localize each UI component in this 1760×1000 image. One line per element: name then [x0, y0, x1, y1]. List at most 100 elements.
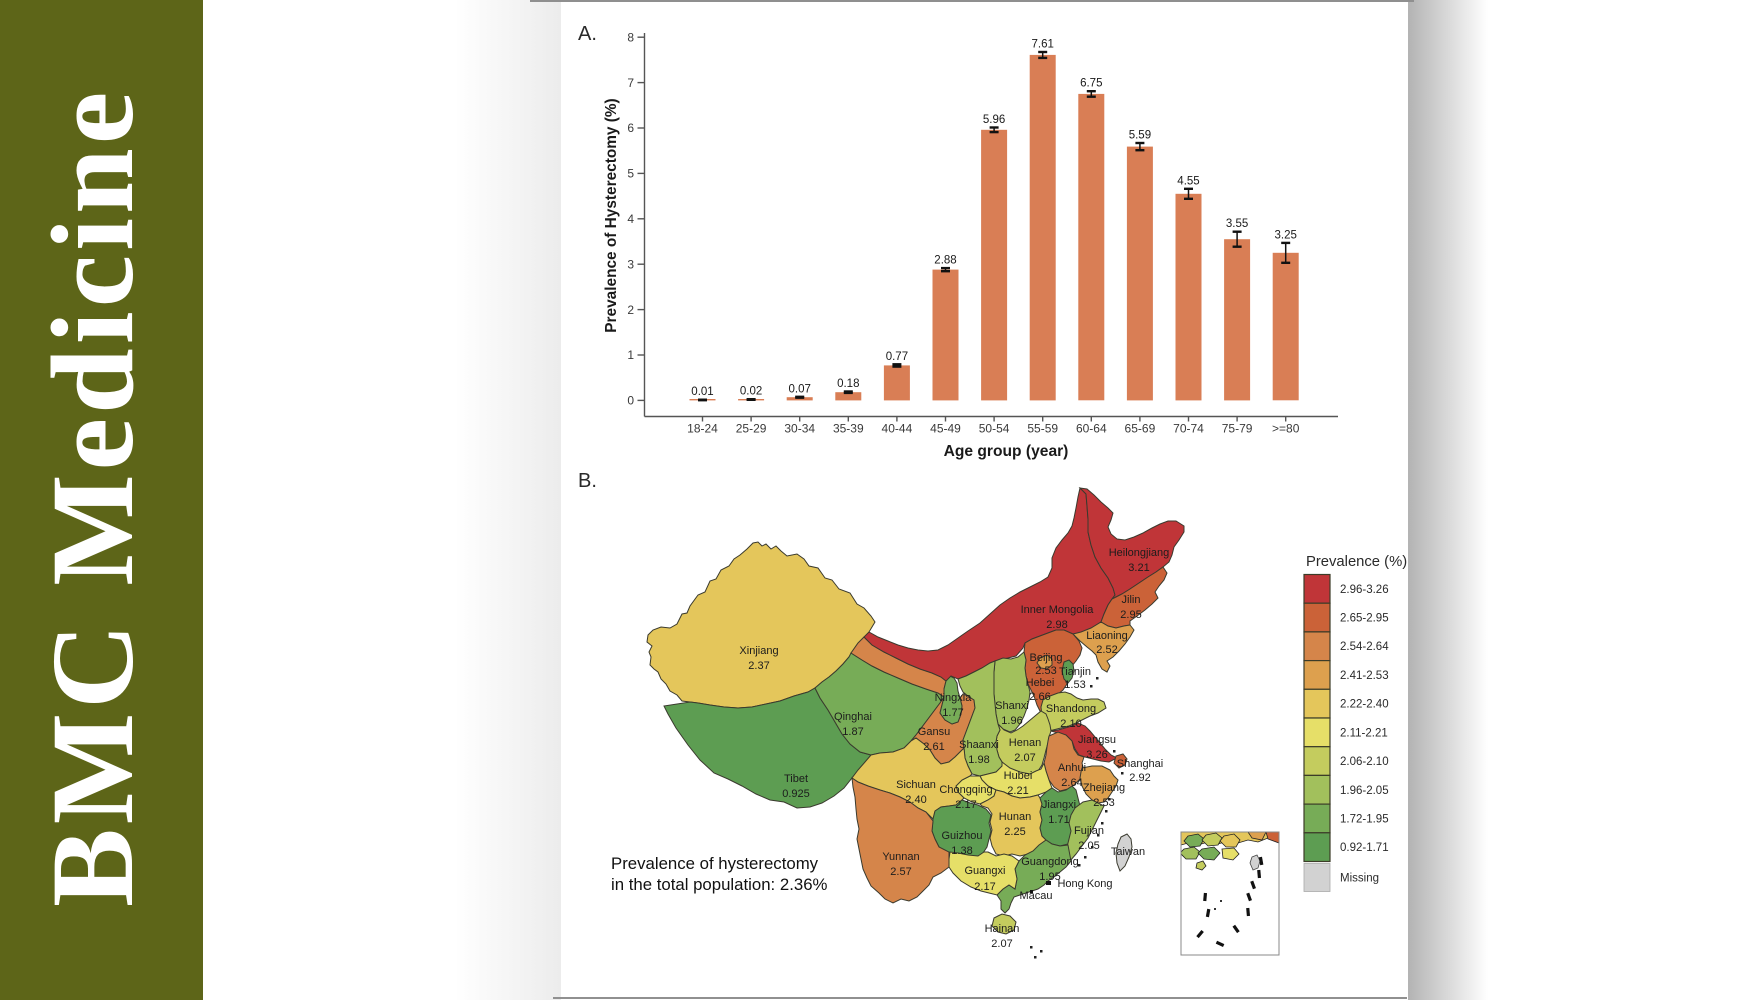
svg-text:5: 5 — [627, 167, 634, 181]
svg-text:55-59: 55-59 — [1027, 422, 1058, 436]
svg-text:3.21: 3.21 — [1128, 562, 1149, 574]
svg-text:Hunan: Hunan — [999, 811, 1031, 823]
svg-text:A.: A. — [578, 23, 597, 45]
svg-text:4.55: 4.55 — [1177, 175, 1199, 187]
svg-text:2.41-2.53: 2.41-2.53 — [1340, 670, 1389, 682]
svg-text:1.96: 1.96 — [1001, 715, 1022, 727]
svg-text:5.59: 5.59 — [1129, 130, 1151, 142]
svg-text:0: 0 — [627, 394, 634, 408]
svg-text:Ningxia: Ningxia — [935, 692, 973, 704]
svg-text:2.06-2.10: 2.06-2.10 — [1340, 756, 1389, 768]
svg-text:5.96: 5.96 — [983, 114, 1005, 126]
svg-text:2.53: 2.53 — [1035, 665, 1056, 677]
svg-text:Jilin: Jilin — [1122, 594, 1141, 606]
svg-text:2.64: 2.64 — [1061, 777, 1082, 789]
svg-text:0.77: 0.77 — [886, 351, 908, 363]
svg-text:Hainan: Hainan — [985, 923, 1020, 935]
svg-text:50-54: 50-54 — [979, 422, 1010, 436]
svg-text:Prevalence of Hysterectomy (%): Prevalence of Hysterectomy (%) — [603, 98, 620, 332]
svg-text:Tibet: Tibet — [784, 773, 808, 785]
svg-text:3.25: 3.25 — [1275, 229, 1297, 241]
svg-text:8: 8 — [627, 30, 634, 44]
svg-text:Shanxi: Shanxi — [995, 700, 1029, 712]
svg-text:Chongqing: Chongqing — [939, 784, 992, 796]
svg-text:2.52: 2.52 — [1096, 644, 1117, 656]
svg-text:Guizhou: Guizhou — [942, 830, 983, 842]
svg-text:2.98: 2.98 — [1046, 619, 1067, 631]
svg-text:3: 3 — [627, 257, 634, 271]
svg-text:2.07: 2.07 — [1014, 752, 1035, 764]
svg-text:Hebei: Hebei — [1026, 677, 1055, 689]
svg-text:7: 7 — [627, 76, 634, 90]
svg-text:Hubei: Hubei — [1004, 770, 1033, 782]
svg-text:Prevalence of hysterectomy: Prevalence of hysterectomy — [611, 854, 819, 873]
svg-text:in the total population: 2.36%: in the total population: 2.36% — [611, 875, 828, 894]
svg-text:7.61: 7.61 — [1032, 39, 1054, 51]
svg-text:2.92: 2.92 — [1129, 772, 1150, 784]
svg-text:2.54-2.64: 2.54-2.64 — [1340, 641, 1389, 653]
svg-text:45-49: 45-49 — [930, 422, 961, 436]
svg-text:2: 2 — [627, 303, 634, 317]
svg-text:Fujian: Fujian — [1074, 825, 1104, 837]
svg-text:1.53: 1.53 — [1064, 679, 1085, 691]
svg-text:Jiangsu: Jiangsu — [1078, 734, 1116, 746]
svg-text:1.71: 1.71 — [1048, 814, 1069, 826]
svg-text:65-69: 65-69 — [1125, 422, 1156, 436]
svg-text:2.37: 2.37 — [748, 660, 769, 672]
svg-text:2.40: 2.40 — [905, 794, 926, 806]
svg-text:60-64: 60-64 — [1076, 422, 1107, 436]
svg-text:1.72-1.95: 1.72-1.95 — [1340, 814, 1389, 826]
svg-text:Tianjin: Tianjin — [1059, 666, 1091, 678]
svg-text:1: 1 — [627, 348, 634, 362]
svg-text:Henan: Henan — [1009, 737, 1041, 749]
svg-text:2.96-3.26: 2.96-3.26 — [1340, 584, 1389, 596]
svg-text:>=80: >=80 — [1272, 422, 1300, 436]
svg-text:Qinghai: Qinghai — [834, 711, 872, 723]
svg-text:Hong Kong: Hong Kong — [1057, 878, 1112, 890]
svg-text:Shandong: Shandong — [1046, 703, 1096, 715]
svg-text:2.66: 2.66 — [1029, 691, 1050, 703]
svg-text:Age group (year): Age group (year) — [944, 443, 1069, 460]
svg-text:Guangxi: Guangxi — [965, 865, 1006, 877]
svg-text:Anhui: Anhui — [1058, 762, 1086, 774]
svg-text:2.95: 2.95 — [1120, 609, 1141, 621]
svg-text:35-39: 35-39 — [833, 422, 864, 436]
svg-text:6: 6 — [627, 121, 634, 135]
svg-text:0.02: 0.02 — [740, 386, 762, 398]
svg-text:Gansu: Gansu — [918, 726, 950, 738]
svg-text:2.07: 2.07 — [991, 938, 1012, 950]
svg-text:2.21: 2.21 — [1007, 785, 1028, 797]
svg-text:2.10: 2.10 — [1060, 718, 1081, 730]
svg-text:Beijing: Beijing — [1029, 652, 1062, 664]
svg-text:3.26: 3.26 — [1086, 749, 1107, 761]
svg-text:0.07: 0.07 — [789, 383, 811, 395]
svg-text:Inner Mongolia: Inner Mongolia — [1021, 604, 1095, 616]
svg-text:Taiwan: Taiwan — [1111, 846, 1145, 858]
svg-text:2.17: 2.17 — [955, 799, 976, 811]
svg-text:2.57: 2.57 — [890, 866, 911, 878]
svg-text:2.61: 2.61 — [923, 741, 944, 753]
svg-text:B.: B. — [578, 470, 597, 492]
svg-text:Shanghai: Shanghai — [1117, 758, 1164, 770]
svg-text:Shaanxi: Shaanxi — [959, 739, 999, 751]
svg-text:2.88: 2.88 — [934, 255, 956, 267]
svg-text:1.98: 1.98 — [968, 754, 989, 766]
svg-text:2.25: 2.25 — [1004, 826, 1025, 838]
svg-text:2.53: 2.53 — [1093, 797, 1114, 809]
svg-text:Heilongjiang: Heilongjiang — [1109, 547, 1170, 559]
svg-text:0.18: 0.18 — [837, 378, 859, 390]
svg-text:Macau: Macau — [1019, 890, 1052, 902]
svg-text:2.22-2.40: 2.22-2.40 — [1340, 699, 1389, 711]
svg-text:0.925: 0.925 — [782, 788, 810, 800]
svg-text:1.95: 1.95 — [1039, 871, 1060, 883]
svg-text:70-74: 70-74 — [1173, 422, 1204, 436]
svg-text:30-34: 30-34 — [784, 422, 815, 436]
svg-text:25-29: 25-29 — [736, 422, 767, 436]
svg-text:Sichuan: Sichuan — [896, 779, 936, 791]
svg-text:Liaoning: Liaoning — [1086, 630, 1128, 642]
svg-text:3.55: 3.55 — [1226, 218, 1248, 230]
svg-text:18-24: 18-24 — [687, 422, 718, 436]
svg-text:1.87: 1.87 — [842, 726, 863, 738]
svg-text:2.17: 2.17 — [974, 881, 995, 893]
svg-text:40-44: 40-44 — [882, 422, 913, 436]
